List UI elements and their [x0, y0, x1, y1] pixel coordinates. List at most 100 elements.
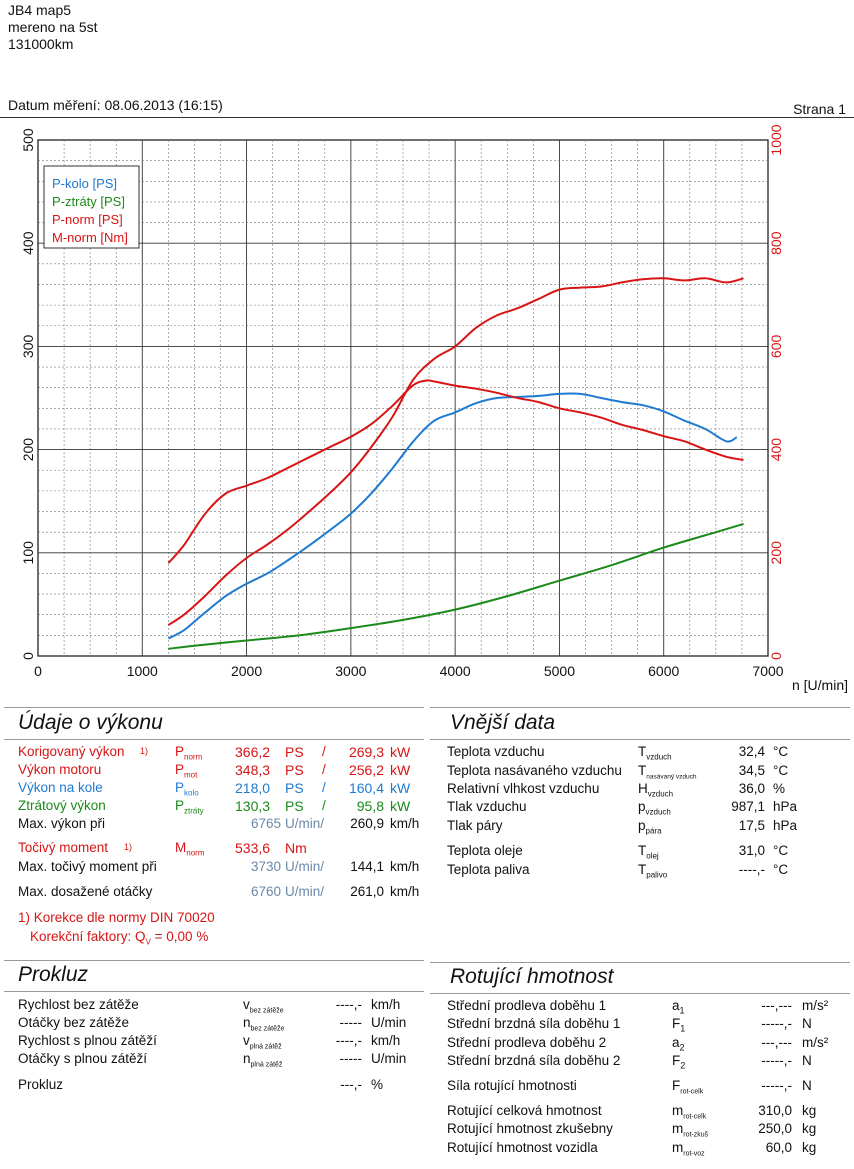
mass-value: 60,0 — [765, 1140, 792, 1155]
ambient-unit: °C — [773, 763, 789, 778]
slip-label: Otáčky s plnou zátěží — [18, 1051, 148, 1066]
power-kw-value: 256,2 — [348, 762, 384, 778]
series-line-p-norm — [167, 277, 744, 626]
symbol-letter: v — [243, 997, 250, 1012]
symbol: Tolej — [638, 843, 659, 861]
ambient-unit: °C — [773, 862, 789, 877]
ambient-unit: °C — [773, 843, 789, 858]
x-tick-label: 1000 — [127, 663, 158, 679]
correction-note: 1) Korekce dle normy DIN 70020 — [18, 910, 215, 925]
mass-label: Rotující hmotnost zkušebny — [447, 1121, 613, 1136]
symbol-subscript: rot-celk — [683, 1113, 707, 1121]
legend-box — [43, 165, 140, 249]
power-label: Výkon na kole — [18, 780, 103, 795]
symbol-subscript: palivo — [646, 870, 668, 880]
torque-value: 533,6 — [235, 840, 271, 856]
symbol: Tnasávaný vzduch — [638, 763, 696, 781]
symbol: F2 — [672, 1053, 685, 1071]
ambient-unit: hPa — [773, 818, 798, 833]
max-rpm-speed-unit: km/h — [390, 884, 420, 899]
symbol-subscript: ztráty — [184, 806, 204, 816]
y-right-tick-label: 1000 — [768, 124, 784, 155]
mass-unit: m/s² — [802, 998, 829, 1013]
symbol-letter: n — [243, 1051, 251, 1066]
max-rpm-label: Max. dosažené otáčky — [18, 884, 153, 899]
symbol: nplná zátěž — [243, 1051, 282, 1069]
section-title-vnejsi: Vnější data — [450, 711, 556, 734]
mass-unit: N — [802, 1078, 812, 1093]
mass-value: ---,--- — [761, 1035, 792, 1050]
y-right-tick-label: 200 — [768, 541, 784, 565]
ambient-value: 17,5 — [738, 818, 765, 833]
slip-unit: U/min — [371, 1051, 407, 1066]
page-number: Strana 1 — [793, 101, 846, 117]
max-torque-rpm-unit: U/min/ — [285, 859, 325, 874]
correction-factor: Korekční faktory: QV = 0,00 % — [30, 929, 208, 947]
ambient-value: 987,1 — [731, 799, 765, 814]
section-header-prokluz — [4, 960, 424, 992]
y-left-tick-label: 400 — [20, 231, 36, 255]
x-tick-label: 2000 — [231, 663, 262, 679]
mass-label: Střední prodleva doběhu 1 — [447, 998, 607, 1013]
symbol: a1 — [672, 998, 685, 1016]
slip-unit: km/h — [371, 997, 401, 1012]
symbol-subscript: plná zátěž — [250, 1061, 283, 1069]
symbol: pvzduch — [638, 799, 671, 817]
power-label: Korigovaný výkon — [18, 744, 125, 759]
ambient-value: 34,5 — [738, 763, 765, 778]
power-ps-unit: PS — [285, 780, 304, 796]
symbol-letter: P — [175, 798, 185, 813]
symbol: Tvzduch — [638, 744, 672, 762]
ambient-value: 31,0 — [738, 843, 765, 858]
slip-unit: km/h — [371, 1033, 401, 1048]
header-line-2: mereno na 5st — [8, 19, 98, 35]
slip-label: Rychlost s plnou zátěží — [18, 1033, 157, 1048]
power-ps-unit: PS — [285, 762, 304, 778]
symbol-letter: m — [672, 1121, 684, 1136]
symbol: mrot-voz — [672, 1140, 705, 1158]
power-kw-unit: kW — [390, 798, 411, 814]
ambient-value: ----,- — [738, 862, 765, 877]
max-power-speed-unit: km/h — [390, 816, 420, 831]
symbol-subscript: 2 — [680, 1060, 686, 1071]
symbol: mrot-celk — [672, 1103, 706, 1121]
x-axis-label: n [U/min] — [792, 677, 848, 693]
header-line-3: 131000km — [8, 36, 74, 52]
symbol-subscript: norm — [184, 752, 203, 762]
ambient-label: Teplota nasávaného vzduchu — [447, 763, 622, 778]
section-header-vykon — [4, 707, 424, 740]
symbol-letter: T — [638, 763, 647, 778]
section-header-vnejsi — [430, 707, 850, 740]
power-ps-unit: PS — [285, 798, 304, 814]
symbol: Pnorm — [175, 744, 202, 762]
mass-unit: kg — [802, 1140, 817, 1155]
mass-value: ---,--- — [761, 998, 792, 1013]
slip-label: Rychlost bez zátěže — [18, 997, 139, 1012]
max-rpm-rpm: 6760 — [250, 884, 281, 899]
ambient-label: Teplota paliva — [447, 862, 530, 877]
power-kw-unit: kW — [390, 744, 411, 760]
x-tick-label: 3000 — [335, 663, 366, 679]
mass-label: Rotující celková hmotnost — [447, 1103, 602, 1118]
symbol-letter: m — [672, 1103, 684, 1118]
symbol-subscript: 2 — [679, 1042, 685, 1053]
symbol-letter: a — [672, 998, 680, 1013]
symbol: Hvzduch — [638, 781, 673, 799]
separator: / — [322, 744, 326, 759]
symbol-letter: P — [175, 780, 185, 795]
symbol-subscript: vzduch — [645, 807, 671, 817]
ambient-value: 36,0 — [738, 781, 765, 796]
power-kw-unit: kW — [390, 780, 411, 796]
slip-value: ----,- — [335, 1033, 362, 1048]
legend-entry: P-ztráty [PS] — [52, 194, 125, 209]
separator: / — [322, 780, 326, 795]
symbol: a2 — [672, 1035, 685, 1053]
slip-value: ----- — [339, 1051, 362, 1066]
symbol: nbez zátěže — [243, 1015, 284, 1033]
symbol-subscript: 1 — [680, 1023, 686, 1034]
symbol-subscript: vzduch — [647, 789, 674, 799]
mass-label: Střední brzdná síla doběhu 1 — [447, 1016, 621, 1031]
ambient-label: Teplota oleje — [447, 843, 523, 858]
section-title-vykon: Údaje o výkonu — [18, 711, 163, 734]
slip-unit: % — [371, 1077, 384, 1092]
